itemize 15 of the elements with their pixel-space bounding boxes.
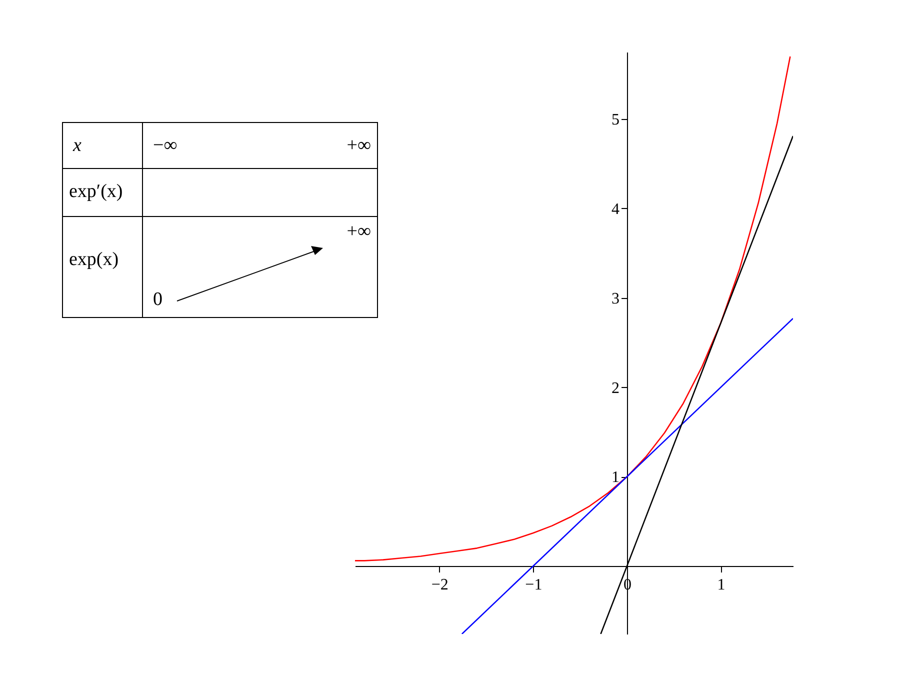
x-tick-label: −1 — [525, 576, 542, 594]
text: x — [73, 135, 82, 157]
y-tick-label: 3 — [611, 290, 620, 308]
x-tick-label: 1 — [717, 576, 726, 594]
text: −∞ — [153, 135, 178, 157]
text: exp′(x) — [69, 181, 123, 203]
text: 0 — [153, 289, 162, 311]
annotation: +∞ — [346, 135, 371, 157]
annotation: +∞ — [346, 221, 371, 243]
x-tick-label: −2 — [431, 576, 448, 594]
text: exp(x) — [69, 249, 119, 271]
y-tick-label: 2 — [611, 380, 620, 397]
y-tick-label: 4 — [611, 200, 620, 218]
y-tick-label: 1 — [611, 469, 620, 486]
y-tick-label: 5 — [611, 112, 620, 129]
